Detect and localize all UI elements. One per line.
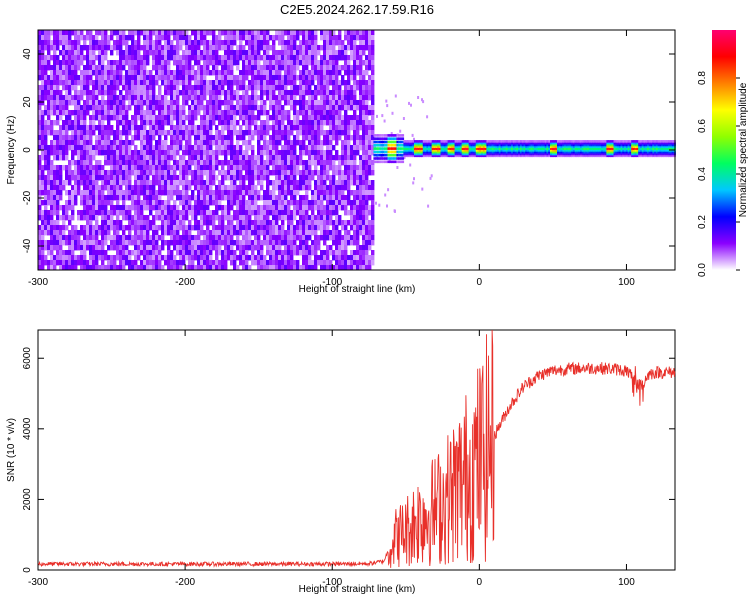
spectrogram-y-axis-label: Frequency (Hz) bbox=[6, 116, 17, 185]
colorbar-tick-label: 0.6 bbox=[697, 119, 708, 133]
colorbar-tick-label: 0.0 bbox=[697, 263, 708, 277]
spectrogram-y-tick-label: 20 bbox=[22, 96, 33, 108]
spectrogram-x-tick-label: -300 bbox=[28, 277, 48, 288]
snr-y-tick-label: 0 bbox=[22, 567, 33, 573]
snr-series-line bbox=[38, 330, 675, 568]
spectrogram-x-tick-label: -200 bbox=[175, 277, 195, 288]
snr-y-axis-label: SNR (10 * v/v) bbox=[6, 418, 17, 482]
spectrogram-heatmap bbox=[38, 30, 676, 270]
colorbar-tick-label: 0.4 bbox=[697, 167, 708, 181]
spectrogram-x-axis-label: Height of straight line (km) bbox=[299, 284, 416, 295]
colorbar: 0.0 0.2 0.4 0.6 0.8 Normalized spectral ampl… bbox=[697, 30, 749, 277]
snr-x-axis-label: Height of straight line (km) bbox=[299, 584, 416, 595]
snr-y-tick-label: 6000 bbox=[22, 347, 33, 370]
spectrogram-x-tick-label: 100 bbox=[618, 277, 635, 288]
snr-x-tick-label: -200 bbox=[175, 577, 195, 588]
colorbar-label: Normalized spectral amplitude bbox=[738, 82, 749, 217]
spectrogram-y-tick-label: 0 bbox=[22, 147, 33, 153]
spectrogram-y-tick-label: -40 bbox=[22, 238, 33, 253]
snr-x-tick-label: 0 bbox=[477, 577, 483, 588]
figure-title: C2E5.2024.262.17.59.R16 bbox=[280, 2, 434, 17]
colorbar-tick-label: 0.8 bbox=[697, 71, 708, 85]
colorbar-tick-label: 0.2 bbox=[697, 215, 708, 229]
snr-y-tick-label: 4000 bbox=[22, 417, 33, 440]
spectrogram-y-tick-label: -20 bbox=[22, 190, 33, 205]
spectrogram-y-tick-label: 40 bbox=[22, 48, 33, 60]
spectrogram-x-tick-label: 0 bbox=[477, 277, 483, 288]
colorbar-gradient bbox=[712, 30, 736, 270]
snr-x-tick-label: 100 bbox=[618, 577, 635, 588]
snr-y-tick-label: 2000 bbox=[22, 488, 33, 511]
snr-plot-area bbox=[38, 330, 675, 568]
snr-x-tick-label: -300 bbox=[28, 577, 48, 588]
